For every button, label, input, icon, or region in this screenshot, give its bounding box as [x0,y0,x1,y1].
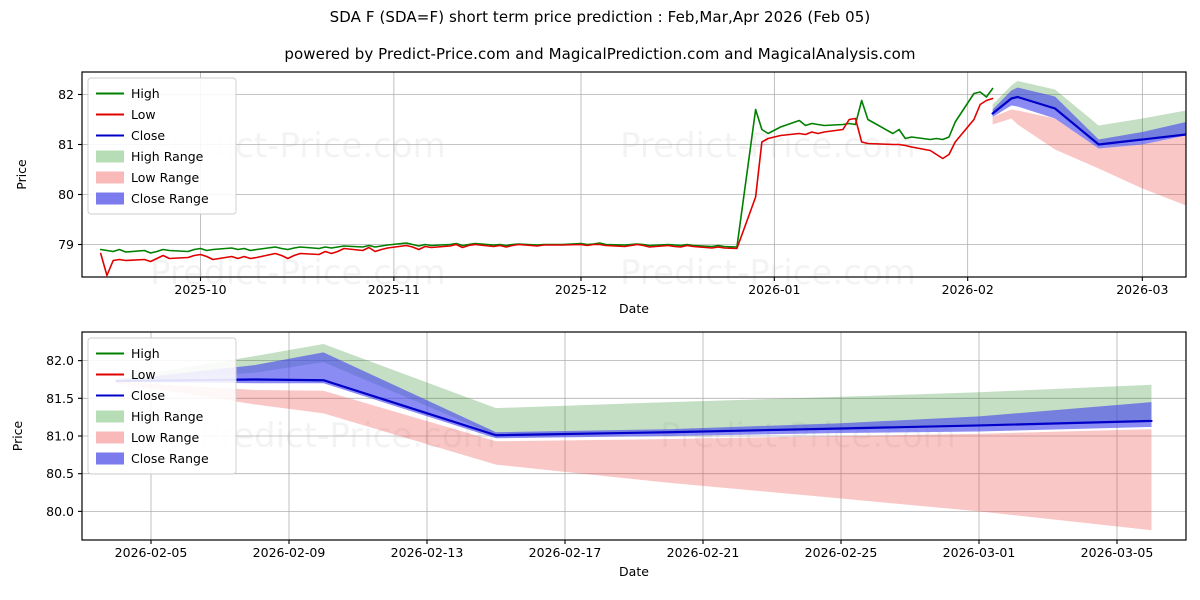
close-line [115,378,1153,437]
y-tick-label: 82.0 [46,353,74,368]
close-range-band [116,352,1152,439]
page-title: SDA F (SDA=F) short term price predictio… [329,8,871,26]
x-tick-label: 2026-02-09 [253,545,326,560]
overview-chart-panel: Predict-Price.com Predict-Price.com Predic… [0,62,1200,322]
close-line [991,95,1186,146]
x-tick-label: 2026-03-01 [943,545,1016,560]
axes: 79 80 81 82 2025-10 2025-11 2025-12 2026-01 2026… [14,87,1168,316]
legend-item-label: High Range [131,409,204,424]
y-axis-label: Price [14,159,29,190]
x-tick-label: 2026-02-13 [391,545,464,560]
y-tick-label: 82 [58,87,74,102]
axes: 80.0 80.5 81.0 81.5 82.0 2026-02-05 2026-02-09… [10,353,1153,579]
y-tick-label: 81.0 [46,429,74,444]
legend-item-label: Close [131,128,165,143]
forecast-detail-chart-panel: Predict-Price.comPredict-Price.com80.080… [0,322,1200,600]
x-tick-label: 2026-02-21 [667,545,740,560]
chart-legend[interactable]: High Low Close High Range Low Range Close Ran… [87,77,237,215]
x-tick-label: 2026-01 [748,282,800,297]
legend-patch-swatch [96,171,124,184]
low-line [99,97,994,277]
watermark-text: Predict-Price.com [150,253,446,293]
x-tick-label: 2026-02 [942,282,994,297]
x-tick-label: 2026-03-05 [1081,545,1154,560]
legend-item-label: Close Range [131,451,209,466]
y-axis-label: Price [10,420,25,451]
y-tick-label: 79 [58,237,74,252]
legend-item-label: High [131,86,160,101]
x-tick-label: 2025-11 [368,282,420,297]
x-tick-label: 2026-02-25 [805,545,878,560]
low-range-band [992,109,1186,206]
legend-patch-swatch [96,192,124,205]
y-tick-label: 81 [58,137,74,152]
watermark-layer: Predict-Price.com Predict-Price.com Predic… [150,126,916,293]
legend-item-label: Low [131,367,156,382]
y-tick-label: 80 [58,187,74,202]
close-range-band [992,87,1186,149]
high-range-band [116,344,1152,436]
legend-patch-swatch [96,410,124,423]
legend-patch-swatch [96,150,124,163]
x-tick-label: 2026-03 [1116,282,1168,297]
plot-area [115,344,1153,531]
x-tick-label: 2025-10 [174,282,226,297]
legend-item-label: Close Range [131,191,209,206]
legend-item-label: High Range [131,149,204,164]
axes-frame [81,71,1187,278]
x-axis-label: Date [619,564,649,579]
plot-area [99,81,1186,277]
legend-item-label: Low Range [131,430,200,445]
x-tick-label: 2026-02-17 [529,545,602,560]
legend-item-label: Low Range [131,170,200,185]
y-tick-label: 81.5 [46,391,74,406]
watermark-text: Predict-Price.com [620,253,916,293]
legend-item-label: Close [131,388,165,403]
watermark-text: Predict-Price.com [620,126,916,166]
x-axis-label: Date [619,301,649,316]
x-tick-label: 2025-12 [555,282,607,297]
legend-item-label: High [131,346,160,361]
legend-patch-swatch [96,431,124,444]
low-range-band [116,381,1152,531]
x-tick-label: 2026-02-05 [115,545,188,560]
page-subtitle: powered by Predict-Price.com and Magical… [284,45,916,63]
forecast-detail-svg: Predict-Price.comPredict-Price.com80.080… [10,331,1187,579]
overview-svg: Predict-Price.com Predict-Price.com Predic… [14,71,1187,316]
chart-legend[interactable]: High Low Close High Range Low Range Close Ran… [87,337,237,475]
y-tick-label: 80.5 [46,466,74,481]
legend-item-label: Low [131,107,156,122]
y-tick-label: 80.0 [46,504,74,519]
legend-patch-swatch [96,452,124,465]
